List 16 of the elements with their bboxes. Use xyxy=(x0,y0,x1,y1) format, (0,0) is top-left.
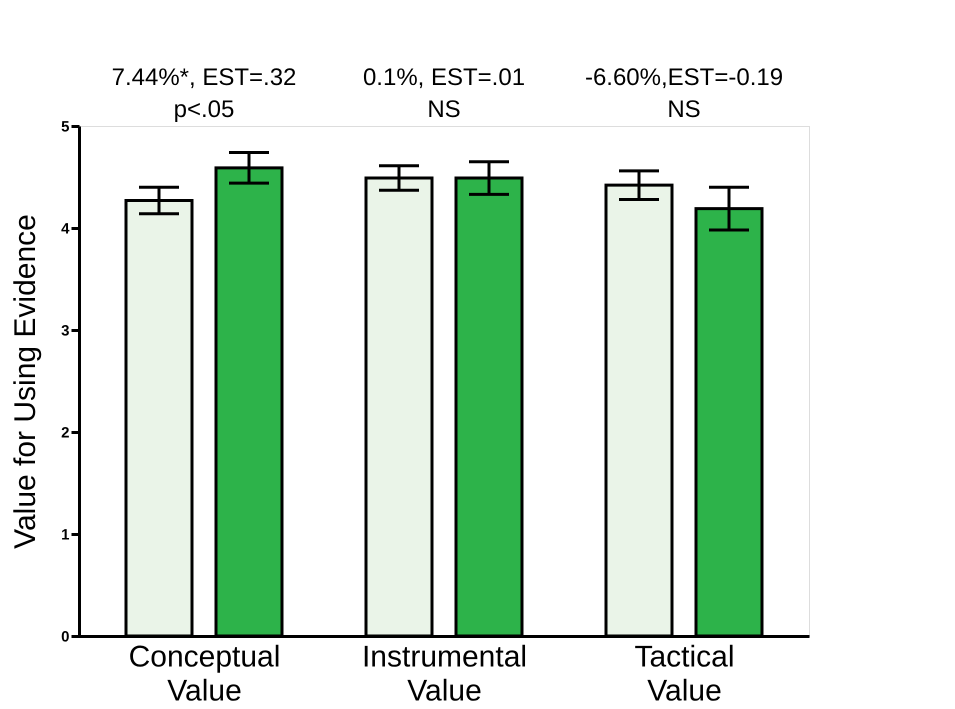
x-tick-label: Conceptual Value xyxy=(128,640,280,708)
y-tick-label: 0 xyxy=(61,628,70,646)
text: 0.1%, EST=.01 xyxy=(362,64,526,91)
y-tick-label: 1 xyxy=(61,526,70,544)
x-tick-label: Tactical Value xyxy=(634,640,735,708)
y-tick-label: 2 xyxy=(61,424,70,442)
text: -6.60%,EST=-0.19 xyxy=(584,64,784,91)
y-tick-label: 4 xyxy=(61,220,70,238)
x-tick-label: Instrumental Value xyxy=(362,640,528,708)
text: p<.05 xyxy=(174,96,234,123)
y-tick-label: 5 xyxy=(61,118,70,136)
y-tick-label: 3 xyxy=(61,322,70,340)
text: NS xyxy=(667,96,701,123)
text: NS xyxy=(427,96,461,123)
y-axis-title: Value for Using Evidence xyxy=(9,214,42,549)
text: 7.44%*, EST=.32 xyxy=(112,64,296,91)
